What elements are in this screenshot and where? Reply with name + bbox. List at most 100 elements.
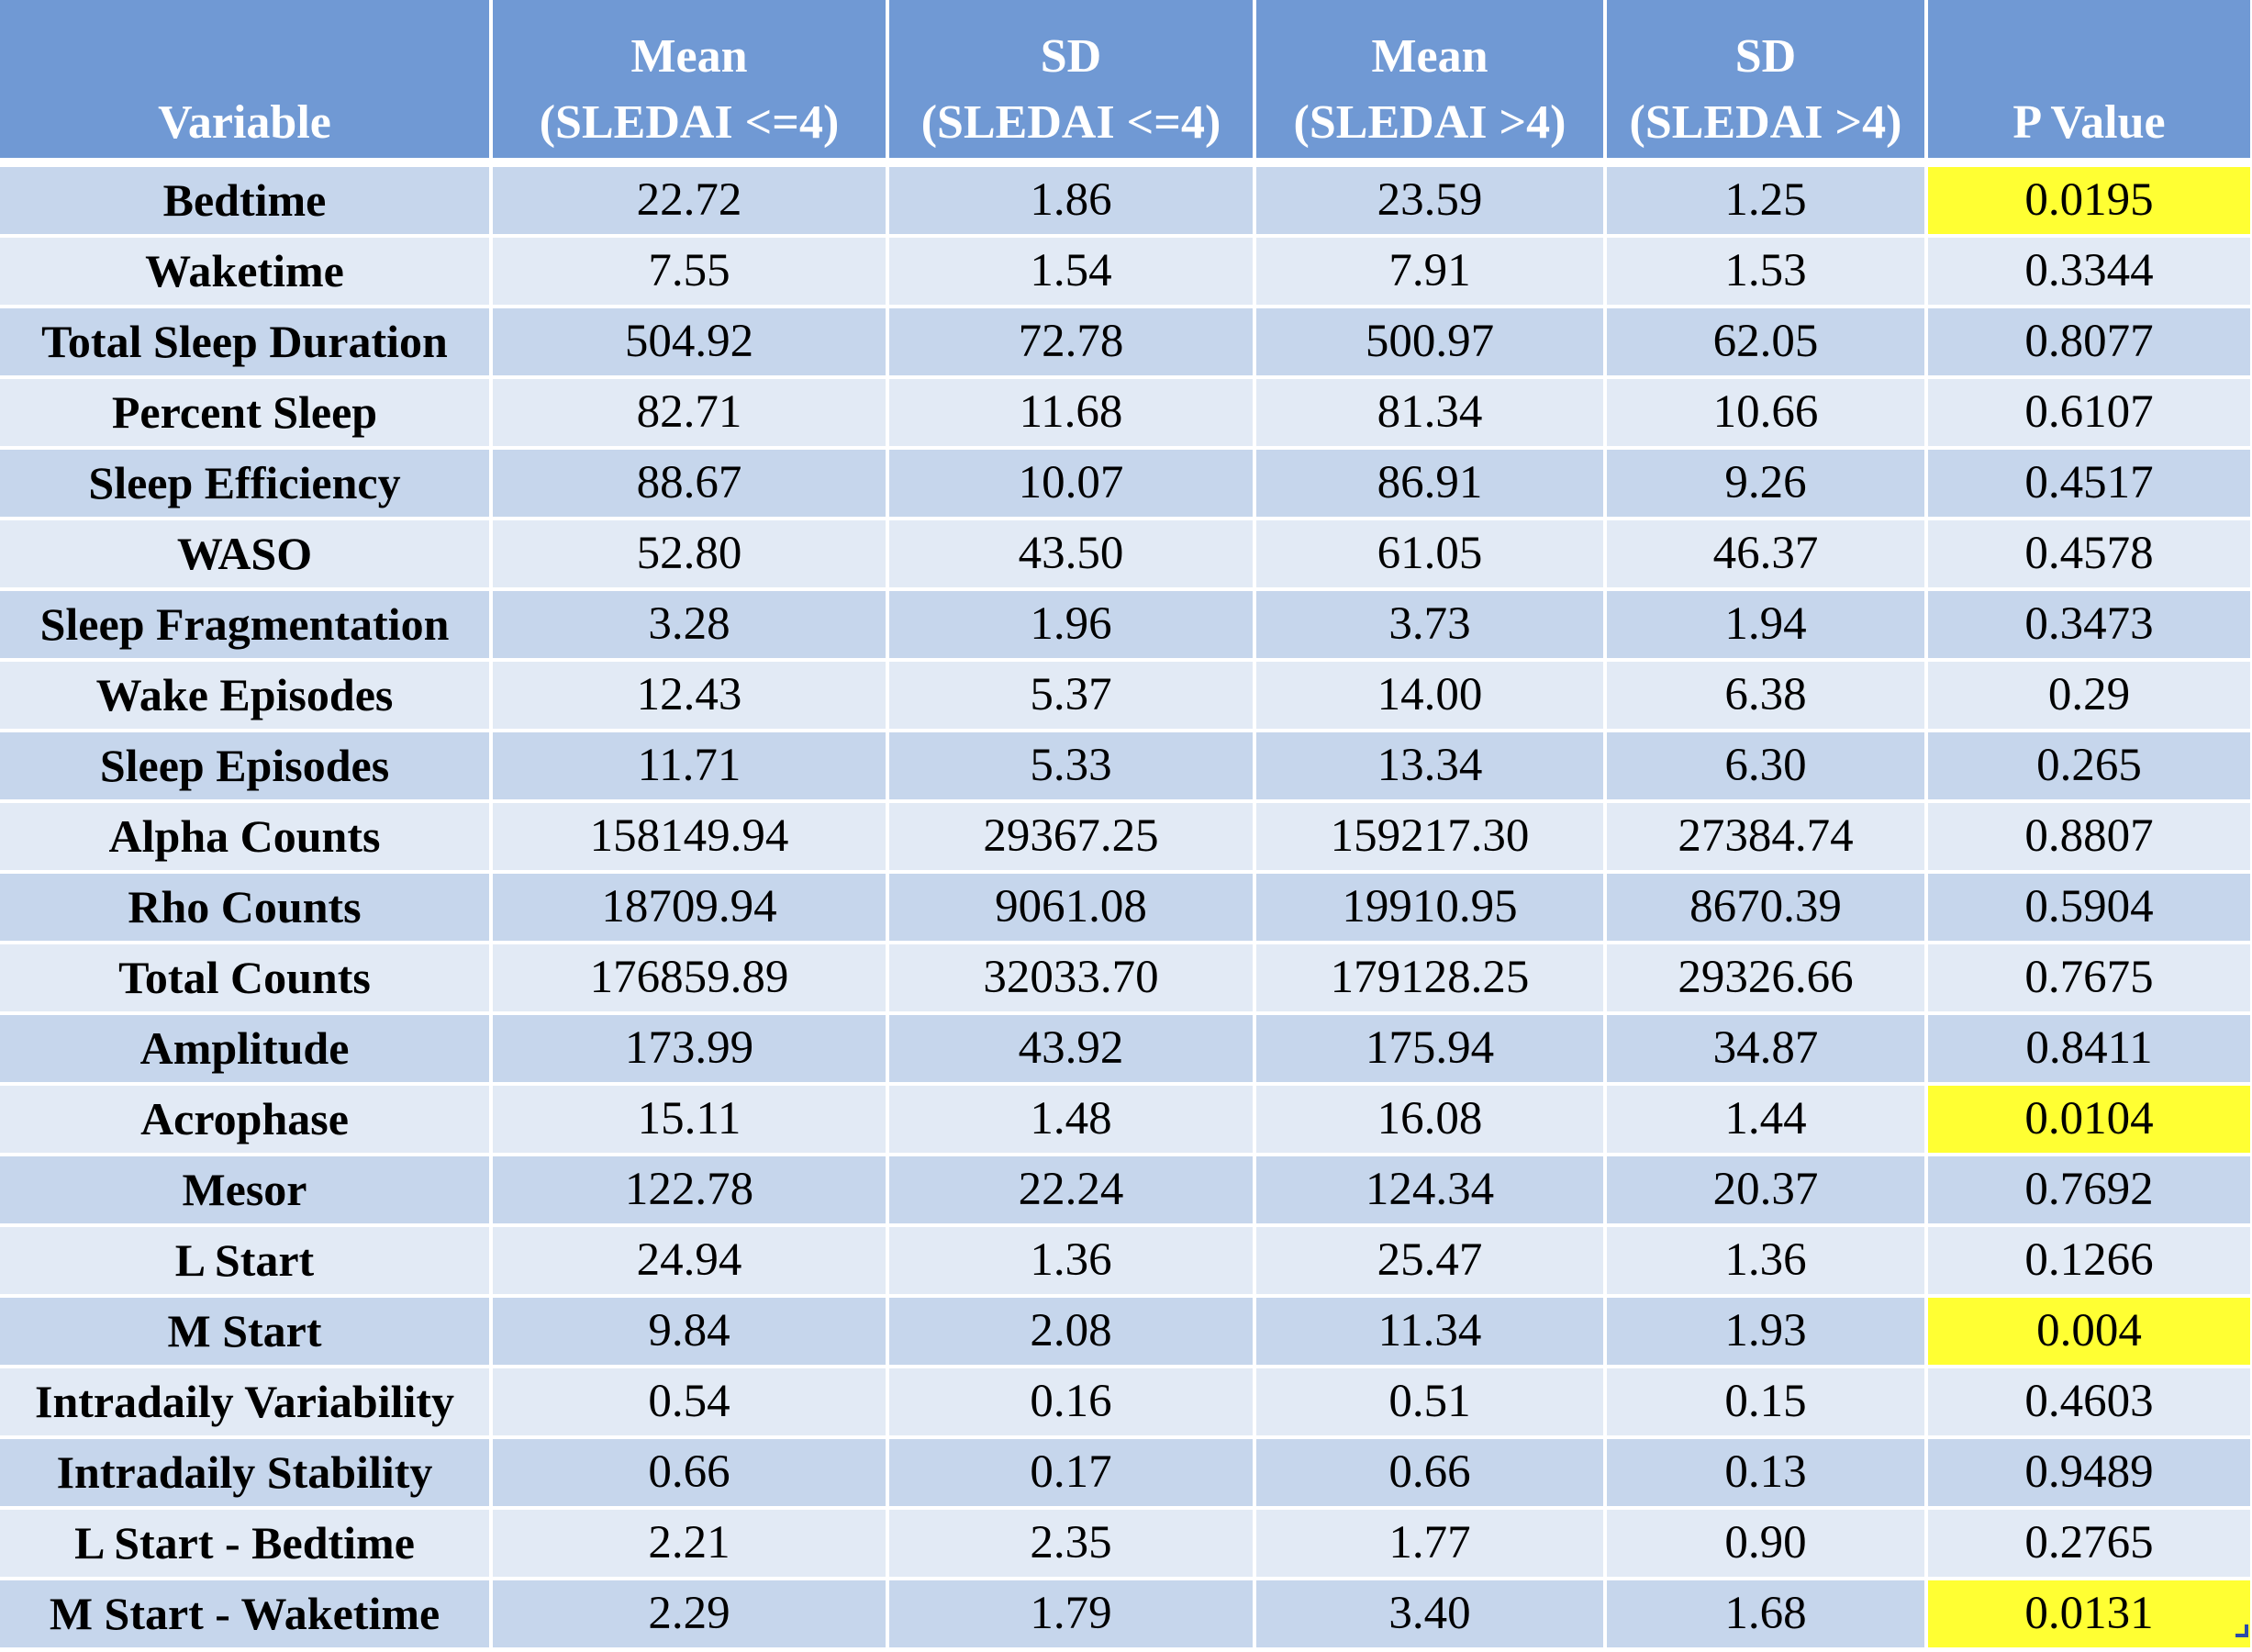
cell-variable: Sleep Episodes — [0, 732, 493, 803]
resize-handle-icon — [2235, 1624, 2248, 1637]
cell-p-value: 0.9489 — [1928, 1439, 2250, 1510]
cell-variable: WASO — [0, 520, 493, 591]
cell-p-value: 0.1266 — [1928, 1227, 2250, 1298]
cell-mean-low: 2.29 — [493, 1580, 889, 1651]
table-row: M Start 9.84 2.08 11.34 1.93 0.004 — [0, 1298, 2250, 1368]
cell-sd-low: 43.50 — [889, 520, 1256, 591]
cell-mean-low: 11.71 — [493, 732, 889, 803]
cell-mean-high: 19910.95 — [1256, 874, 1607, 944]
cell-variable: Wake Episodes — [0, 662, 493, 732]
cell-sd-low: 29367.25 — [889, 803, 1256, 874]
header-mean-high: Mean (SLEDAI >4) — [1256, 0, 1607, 167]
header-sd-low: SD (SLEDAI <=4) — [889, 0, 1256, 167]
table-row: Sleep Efficiency 88.67 10.07 86.91 9.26 0.451… — [0, 450, 2250, 520]
cell-sd-low: 1.48 — [889, 1086, 1256, 1156]
cell-sd-low: 32033.70 — [889, 944, 1256, 1015]
cell-sd-high: 46.37 — [1607, 520, 1928, 591]
cell-sd-low: 1.54 — [889, 238, 1256, 308]
cell-mean-high: 175.94 — [1256, 1015, 1607, 1086]
cell-sd-low: 0.16 — [889, 1368, 1256, 1439]
table-row: Total Counts 176859.89 32033.70 179128.25 29… — [0, 944, 2250, 1015]
cell-variable: Intradaily Variability — [0, 1368, 493, 1439]
header-mean-low: Mean (SLEDAI <=4) — [493, 0, 889, 167]
cell-sd-high: 1.44 — [1607, 1086, 1928, 1156]
table-row: Mesor 122.78 22.24 124.34 20.37 0.7692 — [0, 1156, 2250, 1227]
cell-sd-low: 1.36 — [889, 1227, 1256, 1298]
cell-variable: Bedtime — [0, 167, 493, 238]
cell-p-value: 0.7675 — [1928, 944, 2250, 1015]
cell-sd-high: 1.53 — [1607, 238, 1928, 308]
cell-sd-high: 6.38 — [1607, 662, 1928, 732]
cell-variable: Total Sleep Duration — [0, 308, 493, 379]
cell-variable: L Start — [0, 1227, 493, 1298]
cell-sd-high: 62.05 — [1607, 308, 1928, 379]
cell-variable: Rho Counts — [0, 874, 493, 944]
cell-variable: Waketime — [0, 238, 493, 308]
table-row: M Start - Waketime 2.29 1.79 3.40 1.68 0.0131 — [0, 1580, 2250, 1651]
header-sd-high: SD (SLEDAI >4) — [1607, 0, 1928, 167]
cell-p-value: 0.3344 — [1928, 238, 2250, 308]
cell-p-value: 0.4603 — [1928, 1368, 2250, 1439]
cell-mean-high: 86.91 — [1256, 450, 1607, 520]
table-row: Total Sleep Duration 504.92 72.78 500.97 62.… — [0, 308, 2250, 379]
cell-mean-low: 0.54 — [493, 1368, 889, 1439]
cell-variable: M Start - Waketime — [0, 1580, 493, 1651]
cell-mean-high: 500.97 — [1256, 308, 1607, 379]
cell-p-value: 0.6107 — [1928, 379, 2250, 450]
cell-sd-low: 0.17 — [889, 1439, 1256, 1510]
cell-p-value: 0.29 — [1928, 662, 2250, 732]
cell-sd-low: 2.35 — [889, 1510, 1256, 1580]
cell-sd-low: 10.07 — [889, 450, 1256, 520]
cell-sd-high: 0.15 — [1607, 1368, 1928, 1439]
cell-variable: Sleep Efficiency — [0, 450, 493, 520]
cell-mean-low: 88.67 — [493, 450, 889, 520]
cell-mean-low: 173.99 — [493, 1015, 889, 1086]
cell-sd-high: 34.87 — [1607, 1015, 1928, 1086]
cell-mean-low: 12.43 — [493, 662, 889, 732]
cell-sd-low: 5.37 — [889, 662, 1256, 732]
cell-mean-low: 2.21 — [493, 1510, 889, 1580]
table-header: Variable Mean (SLEDAI <=4) SD (SLEDAI <=… — [0, 0, 2250, 167]
cell-sd-high: 1.36 — [1607, 1227, 1928, 1298]
cell-sd-low: 1.96 — [889, 591, 1256, 662]
table-row: Alpha Counts 158149.94 29367.25 159217.30 27… — [0, 803, 2250, 874]
cell-variable: Mesor — [0, 1156, 493, 1227]
cell-sd-high: 6.30 — [1607, 732, 1928, 803]
cell-variable: Intradaily Stability — [0, 1439, 493, 1510]
cell-mean-high: 179128.25 — [1256, 944, 1607, 1015]
table-body: Bedtime 22.72 1.86 23.59 1.25 0.0195 Waketime 7… — [0, 167, 2250, 1651]
table-row: WASO 52.80 43.50 61.05 46.37 0.4578 — [0, 520, 2250, 591]
cell-mean-low: 82.71 — [493, 379, 889, 450]
cell-sd-low: 1.79 — [889, 1580, 1256, 1651]
cell-mean-high: 124.34 — [1256, 1156, 1607, 1227]
cell-sd-high: 9.26 — [1607, 450, 1928, 520]
cell-mean-low: 158149.94 — [493, 803, 889, 874]
cell-sd-low: 72.78 — [889, 308, 1256, 379]
cell-mean-high: 1.77 — [1256, 1510, 1607, 1580]
cell-sd-high: 0.90 — [1607, 1510, 1928, 1580]
table-row: L Start - Bedtime 2.21 2.35 1.77 0.90 0.2765 — [0, 1510, 2250, 1580]
table-row: Percent Sleep 82.71 11.68 81.34 10.66 0.6107 — [0, 379, 2250, 450]
cell-mean-high: 25.47 — [1256, 1227, 1607, 1298]
cell-mean-high: 14.00 — [1256, 662, 1607, 732]
cell-mean-high: 0.66 — [1256, 1439, 1607, 1510]
cell-mean-high: 159217.30 — [1256, 803, 1607, 874]
cell-mean-high: 0.51 — [1256, 1368, 1607, 1439]
cell-variable: Sleep Fragmentation — [0, 591, 493, 662]
header-p-value: P Value — [1928, 0, 2250, 167]
cell-mean-high: 23.59 — [1256, 167, 1607, 238]
cell-variable: Percent Sleep — [0, 379, 493, 450]
cell-p-value: 0.8411 — [1928, 1015, 2250, 1086]
cell-mean-low: 0.66 — [493, 1439, 889, 1510]
table-row: Rho Counts 18709.94 9061.08 19910.95 8670.39… — [0, 874, 2250, 944]
cell-mean-high: 16.08 — [1256, 1086, 1607, 1156]
cell-mean-low: 9.84 — [493, 1298, 889, 1368]
table-row: Amplitude 173.99 43.92 175.94 34.87 0.8411 — [0, 1015, 2250, 1086]
cell-sd-high: 0.13 — [1607, 1439, 1928, 1510]
cell-mean-high: 11.34 — [1256, 1298, 1607, 1368]
cell-mean-low: 504.92 — [493, 308, 889, 379]
cell-sd-high: 10.66 — [1607, 379, 1928, 450]
cell-p-value: 0.0195 — [1928, 167, 2250, 238]
cell-variable: L Start - Bedtime — [0, 1510, 493, 1580]
table-row: Sleep Episodes 11.71 5.33 13.34 6.30 0.265 — [0, 732, 2250, 803]
